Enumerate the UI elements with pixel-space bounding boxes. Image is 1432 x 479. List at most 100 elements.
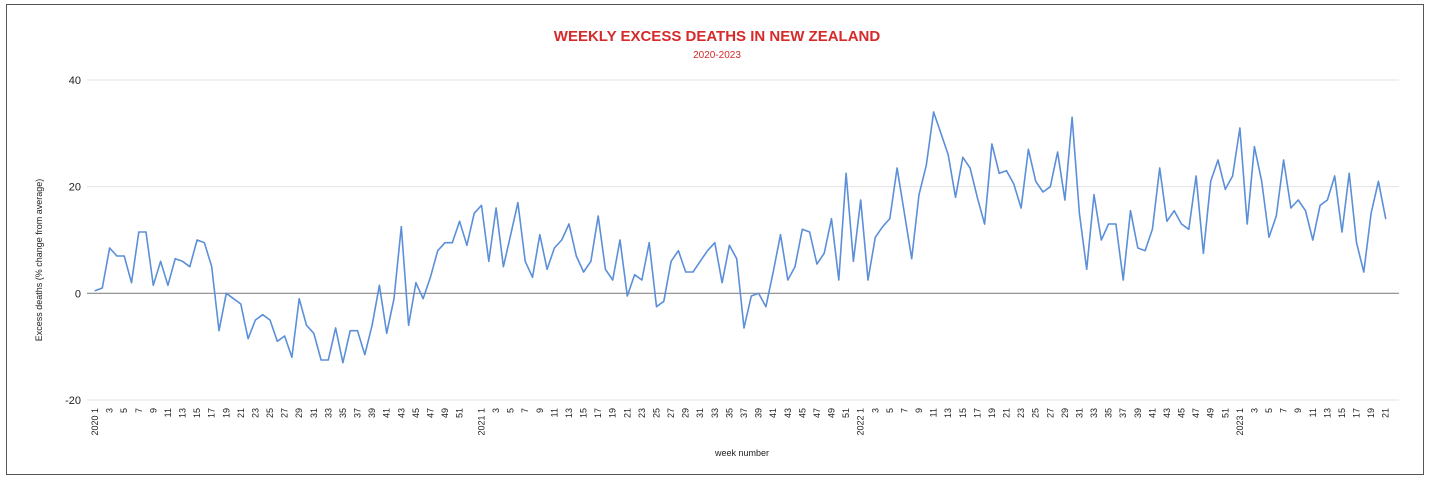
data-point	[1275, 215, 1277, 217]
series-lines	[94, 111, 1387, 364]
data-point	[794, 266, 796, 268]
chart-title: WEEKLY EXCESS DEATHS IN NEW ZEALAND	[554, 28, 881, 45]
data-point	[94, 290, 96, 292]
data-point	[393, 298, 395, 300]
data-point	[597, 215, 599, 217]
data-point	[1370, 212, 1372, 214]
data-point	[991, 143, 993, 145]
data-point	[356, 330, 359, 332]
data-point	[415, 282, 417, 284]
data-point	[262, 314, 264, 316]
data-point	[225, 292, 227, 294]
x-tick-label: 13	[943, 408, 953, 418]
data-point	[604, 268, 607, 270]
data-point	[444, 242, 446, 244]
data-point	[1166, 220, 1168, 222]
x-tick-label: 37	[1118, 408, 1128, 418]
data-point	[845, 172, 847, 174]
x-tick-label: 2020 1	[90, 408, 100, 436]
data-point	[954, 196, 957, 198]
chart-canvas: WEEKLY EXCESS DEATHS IN NEW ZEALAND 2020…	[34, 28, 1399, 458]
data-point	[284, 335, 286, 337]
data-point	[940, 132, 942, 134]
x-tick-label: 7	[899, 408, 909, 413]
x-tick-label: 21	[236, 408, 246, 418]
x-tick-label: 25	[651, 408, 661, 418]
x-tick-label: 41	[768, 408, 778, 418]
x-tick-label: 17	[207, 408, 217, 418]
x-tick-label: 33	[1089, 408, 1099, 418]
data-point	[1202, 252, 1204, 254]
data-point	[1283, 159, 1285, 161]
data-point	[174, 258, 176, 260]
data-point	[160, 260, 162, 262]
data-point	[1020, 207, 1022, 209]
x-tick-label: 15	[192, 408, 202, 418]
x-tick-label: 11	[549, 408, 559, 417]
data-point	[1304, 210, 1307, 212]
x-tick-label: 5	[506, 408, 516, 413]
data-point	[466, 244, 468, 246]
data-point	[531, 276, 534, 278]
data-point	[1108, 223, 1110, 225]
data-point	[1377, 180, 1379, 182]
x-tick-label: 3	[1249, 408, 1259, 413]
data-point	[1232, 175, 1234, 177]
x-tick-label: 45	[411, 408, 421, 418]
data-point	[1173, 210, 1175, 212]
data-point	[1064, 199, 1066, 201]
data-point	[386, 332, 388, 334]
data-point	[765, 306, 767, 308]
data-point	[524, 260, 526, 262]
y-tick-label: 20	[69, 182, 81, 194]
x-tick-label: 43	[1162, 408, 1172, 418]
data-point	[860, 199, 862, 201]
data-point	[1057, 151, 1059, 153]
data-point	[1385, 218, 1387, 220]
data-point	[233, 298, 235, 300]
data-point	[320, 359, 322, 361]
data-point	[116, 255, 118, 257]
x-tick-label: 37	[353, 408, 363, 418]
data-point	[801, 228, 803, 230]
x-tick-label: 39	[1133, 408, 1143, 418]
x-tick-label: 7	[520, 408, 530, 413]
x-tick-label: 21	[1002, 408, 1012, 418]
data-point	[1027, 148, 1029, 150]
data-point	[787, 279, 789, 281]
data-point	[298, 298, 300, 300]
data-point	[874, 236, 876, 238]
x-tick-label: 31	[695, 408, 705, 418]
x-tick-label: 49	[440, 408, 450, 418]
series-line-excess-deaths	[94, 111, 1387, 364]
x-tick-label: 45	[1177, 408, 1187, 418]
x-tick-label: 27	[280, 408, 290, 418]
data-point	[189, 266, 191, 268]
x-tick-label: 21	[622, 408, 632, 418]
x-tick-label: 5	[119, 408, 129, 413]
data-point	[429, 276, 431, 278]
x-tick-label: 47	[812, 408, 822, 418]
x-tick-label: 39	[754, 408, 764, 418]
x-tick-label: 11	[929, 408, 939, 417]
x-tick-label: 49	[1206, 408, 1216, 418]
data-point	[903, 212, 906, 214]
data-point	[561, 239, 563, 241]
data-point	[254, 319, 256, 321]
x-tick-label: 23	[1016, 408, 1026, 418]
data-point	[634, 274, 636, 276]
data-point	[211, 266, 213, 268]
x-tick-label: 13	[564, 408, 574, 418]
x-tick-label: 9	[535, 408, 545, 413]
x-tick-label: 35	[338, 408, 348, 418]
chart-frame: WEEKLY EXCESS DEATHS IN NEW ZEALAND 2020…	[6, 4, 1424, 475]
data-point	[480, 204, 483, 206]
data-point	[969, 167, 971, 169]
data-point	[539, 234, 541, 236]
x-tick-label: 29	[681, 408, 691, 418]
data-point	[976, 196, 978, 198]
x-tick-label: 23	[250, 408, 260, 418]
x-tick-label: 13	[1322, 408, 1332, 418]
data-point	[1122, 279, 1124, 281]
data-point	[203, 242, 205, 244]
